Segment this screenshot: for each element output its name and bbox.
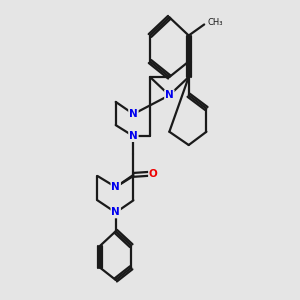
- Text: N: N: [129, 109, 138, 119]
- Text: N: N: [111, 208, 120, 218]
- Text: N: N: [129, 131, 138, 141]
- Text: O: O: [149, 169, 158, 179]
- Text: N: N: [111, 182, 120, 192]
- Text: CH₃: CH₃: [208, 18, 223, 27]
- Text: N: N: [165, 90, 174, 100]
